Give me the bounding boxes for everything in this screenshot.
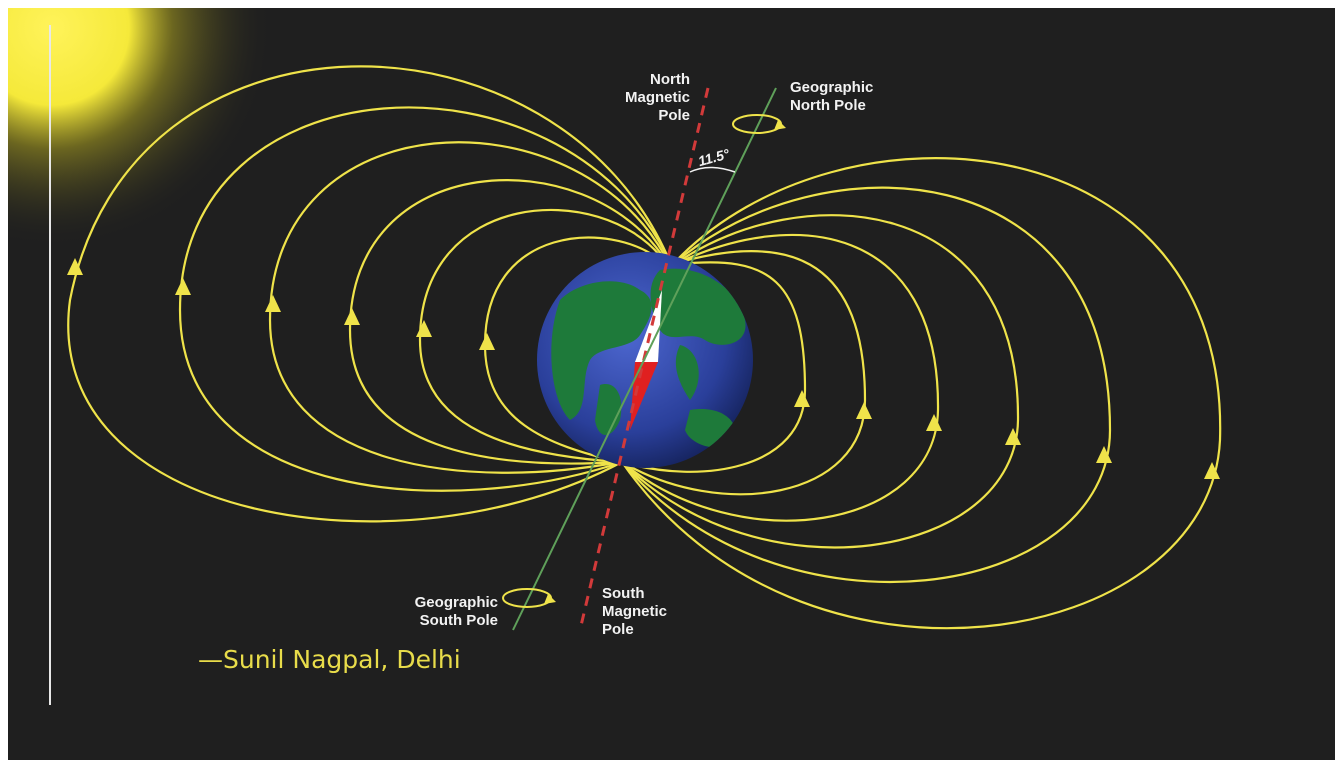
continent-asia	[650, 268, 746, 345]
svg-text:North: North	[650, 71, 690, 88]
field-arrow	[416, 320, 432, 337]
field-arrow	[479, 333, 495, 350]
field-line	[621, 261, 807, 473]
south-magnetic-pole-label: South Magnetic Pole	[602, 585, 667, 638]
rotation-arrow-south	[502, 588, 556, 608]
geographic-south-pole-label: Geographic South Pole	[415, 594, 498, 629]
field-arrow	[794, 390, 810, 407]
field-arrow	[344, 308, 360, 325]
field-arrow	[856, 402, 872, 419]
field-arrow	[265, 295, 281, 312]
credit-text: —Sunil Nagpal, Delhi	[198, 645, 461, 674]
field-line	[621, 233, 940, 522]
field-line	[621, 214, 1020, 549]
needle-north-white	[635, 290, 662, 362]
angle-arc	[689, 166, 736, 173]
geographic-axis-line	[512, 87, 777, 631]
field-line	[268, 141, 667, 474]
svg-text:Geographic: Geographic	[415, 594, 498, 611]
field-lines-left	[67, 65, 672, 523]
field-arrow	[175, 278, 191, 295]
field-line	[621, 186, 1112, 583]
svg-text:Pole: Pole	[658, 107, 690, 124]
field-line	[621, 250, 867, 496]
svg-text:South Pole: South Pole	[420, 612, 498, 629]
svg-text:Magnetic: Magnetic	[602, 603, 667, 620]
field-arrow	[926, 414, 942, 431]
field-line	[483, 236, 661, 464]
field-arrow	[1096, 446, 1112, 463]
compass-needle	[630, 290, 662, 430]
field-lines-right	[621, 157, 1222, 630]
rotation-arrow-north	[732, 114, 786, 134]
geographic-north-pole-label: Geographic North Pole	[790, 79, 873, 114]
north-magnetic-pole-label: North Magnetic Pole	[625, 71, 690, 124]
field-line	[621, 157, 1222, 630]
svg-text:Geographic: Geographic	[790, 79, 873, 96]
needle-south-red	[630, 362, 658, 430]
field-arrow	[1204, 462, 1220, 479]
continent-india	[675, 345, 699, 400]
field-line	[348, 179, 665, 465]
svg-text:North Pole: North Pole	[790, 97, 866, 114]
field-arrow	[1005, 428, 1021, 445]
field-arrow	[67, 258, 83, 275]
continent-africa-europe	[551, 281, 652, 420]
svg-text:South: South	[602, 585, 645, 602]
svg-text:Pole: Pole	[602, 621, 634, 638]
svg-text:Magnetic: Magnetic	[625, 89, 690, 106]
